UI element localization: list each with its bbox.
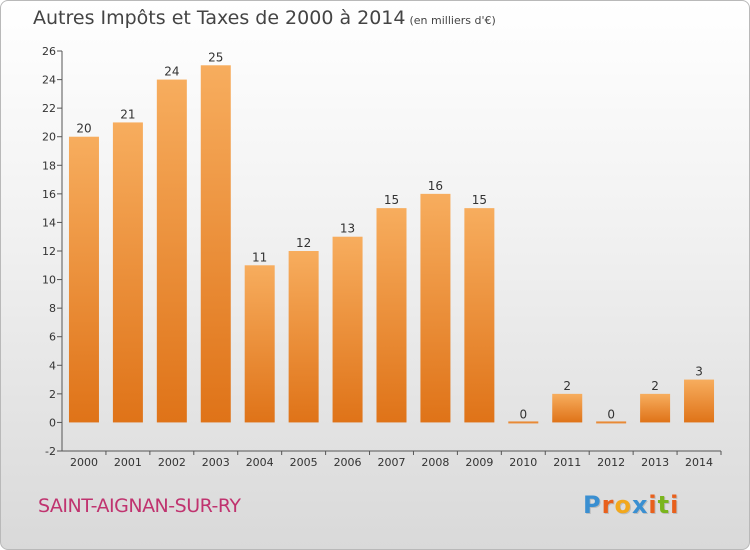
y-tick-label: 20 [42,131,56,144]
data-label-2006: 13 [340,222,355,236]
logo-letter: t [657,491,671,519]
y-tick-label: 8 [49,302,56,315]
x-tick-label: 2006 [334,456,362,469]
y-tick-label: 10 [42,274,56,287]
chart-title-text: Autres Impôts et Taxes de 2000 à 2014 [33,7,406,29]
x-axis: 2000 2001 2002 2003 2004 2005 2006 2007 2008 2009… [62,450,722,469]
proxiti-logo: Proxiti [583,491,679,519]
y-tick-label: 0 [49,416,56,429]
data-label-2005: 12 [296,236,311,250]
x-tick-label: 2000 [70,456,98,469]
data-label-2003: 25 [208,50,223,64]
bar-2013 [640,393,671,423]
x-tick-label: 2009 [465,456,493,469]
chart-title: Autres Impôts et Taxes de 2000 à 2014 (en… [33,7,496,29]
x-tick-label: 2008 [421,456,449,469]
commune-name: SAINT-AIGNAN-SUR-RY [38,495,241,517]
x-tick-label: 2005 [290,456,318,469]
data-label-2011: 2 [563,379,571,393]
logo-letter: i [648,491,658,519]
data-label-2014: 3 [695,365,703,379]
y-tick-label: 16 [42,188,56,201]
y-tick-label: 22 [42,102,56,115]
x-tick-label: 2002 [158,456,186,469]
y-tick-label: 6 [49,331,56,344]
x-tick-label: 2013 [641,456,669,469]
bar-2003 [200,65,231,423]
y-tick-label: 2 [49,388,56,401]
y-tick-label: 4 [49,359,56,372]
bar-2012 [596,421,627,424]
bar-2001 [112,122,143,423]
data-label-2010: 0 [519,407,527,421]
data-label-2000: 20 [76,122,91,136]
y-tick-label: 14 [42,216,56,229]
y-tick-label: -2 [45,445,56,458]
data-label-2012: 0 [607,407,615,421]
data-label-2009: 15 [472,193,487,207]
y-tick-label: 26 [42,45,56,58]
x-tick-label: 2012 [597,456,625,469]
data-label-2008: 16 [428,179,443,193]
logo-letter: o [614,491,632,519]
bar-2008 [420,193,451,423]
x-tick-label: 2004 [246,456,274,469]
x-tick-label: 2001 [114,456,142,469]
bar-2009 [464,208,495,423]
bar-2007 [376,208,407,423]
x-tick-label: 2007 [378,456,406,469]
data-label-2004: 11 [252,250,267,264]
chart-subtitle: (en milliers d'€) [409,14,496,27]
data-label-2002: 24 [164,65,179,79]
data-label-2001: 21 [120,107,135,121]
logo-letter: r [601,491,615,519]
x-tick-label: 2011 [553,456,581,469]
bar-2005 [288,251,319,423]
bar-2002 [156,79,187,423]
logo-letter: i [670,491,680,519]
x-tick-label: 2010 [509,456,537,469]
x-tick-label: 2014 [685,456,713,469]
bar-2006 [332,236,363,423]
y-tick-label: 18 [42,159,56,172]
y-tick-label: 12 [42,245,56,258]
y-tick-label: 24 [42,74,56,87]
logo-letter: P [583,491,602,519]
data-label-2007: 15 [384,193,399,207]
bar-2011 [552,393,583,423]
data-label-2013: 2 [651,379,659,393]
bar-2000 [68,136,99,423]
bar-2004 [244,265,275,423]
bar-2010 [508,421,539,424]
x-tick-label: 2003 [202,456,230,469]
logo-letter: x [631,491,649,519]
bar-2014 [684,379,715,423]
